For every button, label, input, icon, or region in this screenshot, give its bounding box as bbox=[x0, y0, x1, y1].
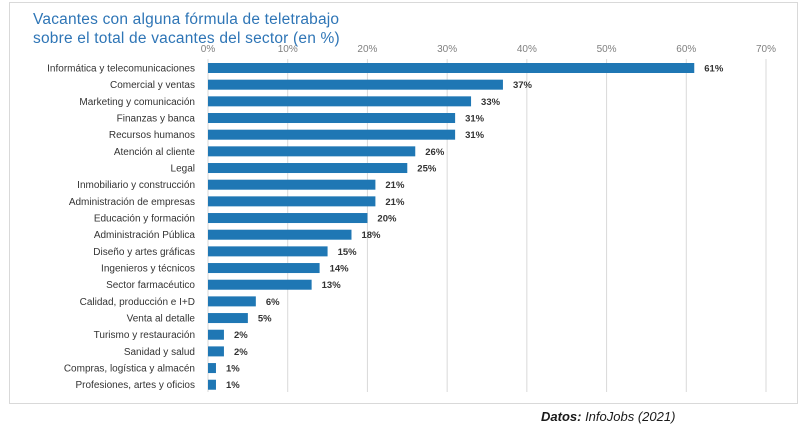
data-label: 25% bbox=[417, 164, 437, 175]
data-label: 2% bbox=[234, 347, 248, 358]
bar bbox=[208, 213, 368, 224]
bar bbox=[208, 179, 376, 190]
category-label: Atención al cliente bbox=[114, 147, 196, 158]
data-label: 6% bbox=[266, 297, 280, 308]
data-label: 31% bbox=[465, 130, 485, 141]
category-label: Profesiones, artes y oficios bbox=[76, 380, 196, 391]
data-label: 1% bbox=[226, 364, 240, 375]
data-label: 20% bbox=[377, 214, 397, 225]
bar bbox=[208, 163, 408, 174]
bar bbox=[208, 146, 416, 157]
x-tick-label-40: 40% bbox=[517, 44, 537, 55]
bar bbox=[208, 79, 503, 90]
bar bbox=[208, 63, 695, 73]
x-tick-label-0: 0% bbox=[201, 44, 216, 55]
bar bbox=[208, 363, 216, 374]
data-label: 31% bbox=[465, 114, 485, 125]
chart-title-line-1: Vacantes con alguna fórmula de teletraba… bbox=[33, 11, 340, 28]
data-label: 37% bbox=[513, 80, 533, 91]
chart-title: Vacantes con alguna fórmula de teletraba… bbox=[33, 10, 453, 48]
category-label: Turismo y restauración bbox=[94, 330, 195, 341]
bar bbox=[208, 313, 248, 324]
bar bbox=[208, 329, 224, 340]
category-label: Compras, logística y almacén bbox=[64, 364, 195, 375]
bar bbox=[208, 379, 216, 390]
bar bbox=[208, 96, 472, 107]
category-label: Venta al detalle bbox=[127, 314, 196, 325]
x-tick-label-50: 50% bbox=[597, 44, 617, 55]
x-tick-label-30: 30% bbox=[437, 44, 457, 55]
x-tick-label-20: 20% bbox=[357, 44, 377, 55]
chart-title-line-2: sobre el total de vacantes del sector (e… bbox=[33, 30, 340, 47]
category-label: Calidad, producción e I+D bbox=[80, 297, 195, 308]
data-label: 26% bbox=[425, 147, 445, 158]
bar bbox=[208, 196, 376, 207]
category-label: Ingenieros y técnicos bbox=[101, 264, 195, 275]
category-label: Inmobiliario y construcción bbox=[77, 180, 195, 191]
data-label: 33% bbox=[481, 97, 501, 108]
bar bbox=[208, 296, 256, 307]
x-tick-label-70: 70% bbox=[756, 44, 776, 55]
data-label: 2% bbox=[234, 330, 248, 341]
data-label: 61% bbox=[704, 64, 724, 75]
category-label: Administración de empresas bbox=[69, 197, 195, 208]
data-label: 1% bbox=[226, 380, 240, 391]
data-label: 15% bbox=[338, 247, 358, 258]
x-tick-label-10: 10% bbox=[278, 44, 298, 55]
category-label: Finanzas y banca bbox=[117, 114, 196, 125]
category-label: Administración Pública bbox=[94, 230, 196, 241]
category-label: Comercial y ventas bbox=[110, 80, 195, 91]
x-tick-label-60: 60% bbox=[676, 44, 696, 55]
category-label: Marketing y comunicación bbox=[79, 97, 195, 108]
data-label: 13% bbox=[322, 280, 342, 291]
source-label: Datos: bbox=[541, 409, 582, 424]
data-label: 18% bbox=[361, 230, 381, 241]
bar bbox=[208, 229, 352, 240]
bar bbox=[208, 263, 320, 274]
category-label: Sector farmacéutico bbox=[106, 280, 195, 291]
data-label: 21% bbox=[385, 180, 405, 191]
bar bbox=[208, 279, 312, 290]
category-label: Legal bbox=[171, 164, 195, 175]
bar bbox=[208, 246, 328, 257]
bar bbox=[208, 346, 224, 357]
category-label: Educación y formación bbox=[94, 214, 195, 225]
category-label: Sanidad y salud bbox=[124, 347, 195, 358]
data-label: 21% bbox=[385, 197, 405, 208]
bar bbox=[208, 129, 456, 140]
category-label: Informática y telecomunicaciones bbox=[47, 64, 195, 75]
data-label: 5% bbox=[258, 314, 272, 325]
category-label: Diseño y artes gráficas bbox=[93, 247, 195, 258]
category-label: Recursos humanos bbox=[109, 130, 195, 141]
bar bbox=[208, 113, 456, 124]
source-note: Datos: InfoJobs (2021) bbox=[541, 409, 675, 424]
data-label: 14% bbox=[330, 264, 350, 275]
source-text: InfoJobs (2021) bbox=[581, 409, 676, 424]
